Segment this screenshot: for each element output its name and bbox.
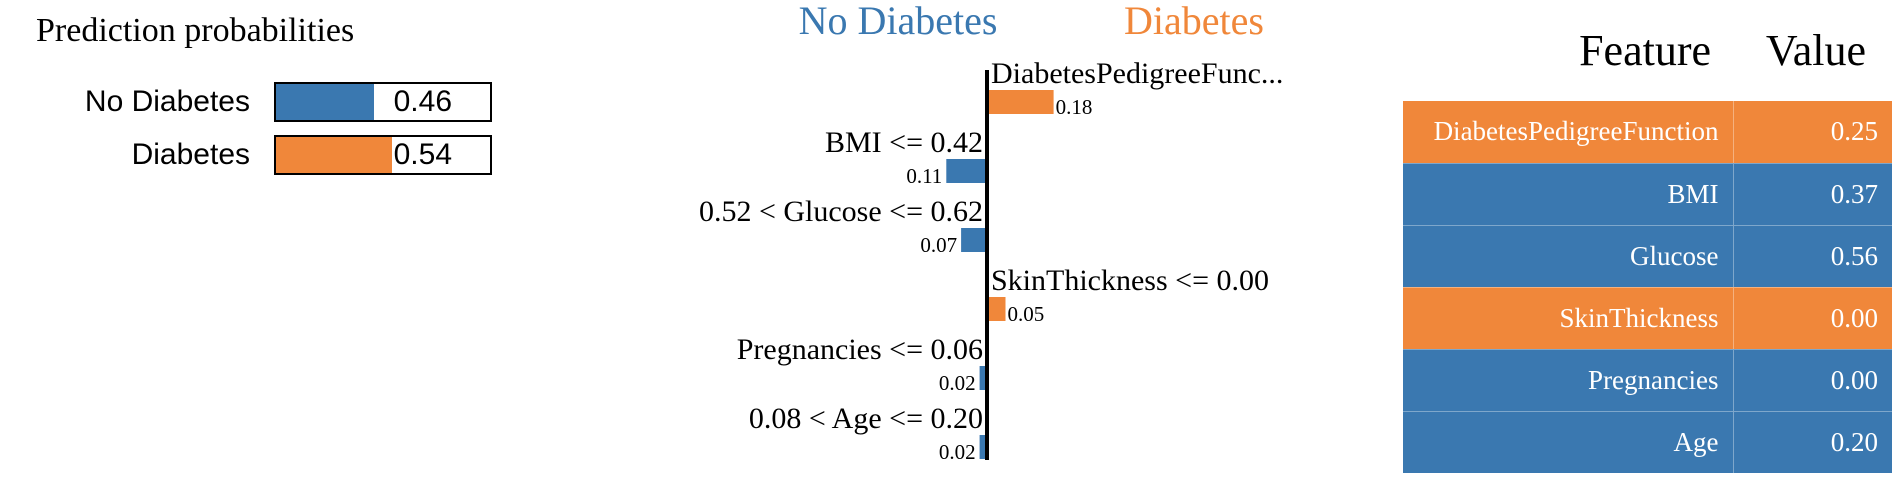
table-row: Age 0.20 xyxy=(1403,411,1892,473)
bar-value-0-52-glucose-0-62: 0.07 xyxy=(920,233,957,257)
prediction-probabilities-title: Prediction probabilities xyxy=(36,12,355,49)
table-cell-feature: Pregnancies xyxy=(1403,349,1734,411)
table-cell-value: 0.20 xyxy=(1830,426,1878,457)
feature-value-table: DiabetesPedigreeFunction 0.25 BMI 0.37 Glu… xyxy=(1403,101,1892,474)
feature-contribution-chart: No Diabetes Diabetes DiabetesPedigreeFun… xyxy=(699,0,1283,464)
table-cell-value: 0.00 xyxy=(1830,302,1878,333)
probability-bar-diabetes: 0.54 xyxy=(274,135,492,175)
bar-value-bmi-0-42: 0.11 xyxy=(906,164,942,188)
bar-label-0-52-glucose-0-62: 0.52 < Glucose <= 0.62 xyxy=(699,195,983,228)
table-cell-feature: Age xyxy=(1403,411,1734,473)
table-cell-feature: SkinThickness xyxy=(1403,287,1734,349)
table-cell-feature: DiabetesPedigreeFunction xyxy=(1403,101,1734,163)
bar-0-52-glucose-0-62 xyxy=(961,228,987,252)
table-row: Glucose 0.56 xyxy=(1403,225,1892,287)
bar-label-bmi-0-42: BMI <= 0.42 xyxy=(825,126,983,159)
table-row: SkinThickness 0.00 xyxy=(1403,287,1892,349)
probability-bar-no-diabetes: 0.46 xyxy=(274,82,492,122)
table-row: Pregnancies 0.00 xyxy=(1403,349,1892,411)
table-row: BMI 0.37 xyxy=(1403,163,1892,225)
probability-value-no-diabetes: 0.46 xyxy=(393,85,452,118)
class-header-no-diabetes: No Diabetes xyxy=(799,0,998,43)
probability-value-diabetes: 0.54 xyxy=(393,138,452,171)
probability-fill-no-diabetes xyxy=(276,84,375,120)
probability-label-diabetes: Diabetes xyxy=(131,138,250,171)
table-cell-feature: Glucose xyxy=(1403,225,1734,287)
bar-label-pregnancies-0-06: Pregnancies <= 0.06 xyxy=(737,333,983,366)
probability-label-no-diabetes: No Diabetes xyxy=(84,85,250,118)
bar-bmi-0-42 xyxy=(946,159,987,183)
table-header-feature: Feature xyxy=(1579,26,1711,75)
bar-label-skinthickness-0-00: SkinThickness <= 0.00 xyxy=(991,264,1269,297)
bar-value-0-08-age-0-20: 0.02 xyxy=(939,440,976,464)
probability-fill-diabetes xyxy=(276,137,392,173)
class-header-diabetes: Diabetes xyxy=(1124,0,1264,43)
bar-0-08-age-0-20 xyxy=(979,435,987,459)
bar-label-0-08-age-0-20: 0.08 < Age <= 0.20 xyxy=(749,402,983,435)
bar-skinthickness-0-00 xyxy=(987,297,1006,321)
bar-pregnancies-0-06 xyxy=(979,366,987,390)
bar-value-skinthickness-0-00: 0.05 xyxy=(1008,302,1045,326)
table-cell-value: 0.25 xyxy=(1830,116,1878,147)
table-cell-value: 0.56 xyxy=(1830,240,1878,271)
bar-label-diabetespedigreefunc: DiabetesPedigreeFunc... xyxy=(991,57,1283,90)
bar-diabetespedigreefunc xyxy=(987,90,1054,114)
table-row: DiabetesPedigreeFunction 0.25 xyxy=(1403,101,1892,163)
table-header-value: Value xyxy=(1765,26,1866,75)
table-cell-value: 0.37 xyxy=(1830,178,1878,209)
table-cell-feature: BMI xyxy=(1403,163,1734,225)
table-cell-value: 0.00 xyxy=(1830,364,1878,395)
bar-value-pregnancies-0-06: 0.02 xyxy=(939,371,976,395)
bar-value-diabetespedigreefunc: 0.18 xyxy=(1056,95,1093,119)
